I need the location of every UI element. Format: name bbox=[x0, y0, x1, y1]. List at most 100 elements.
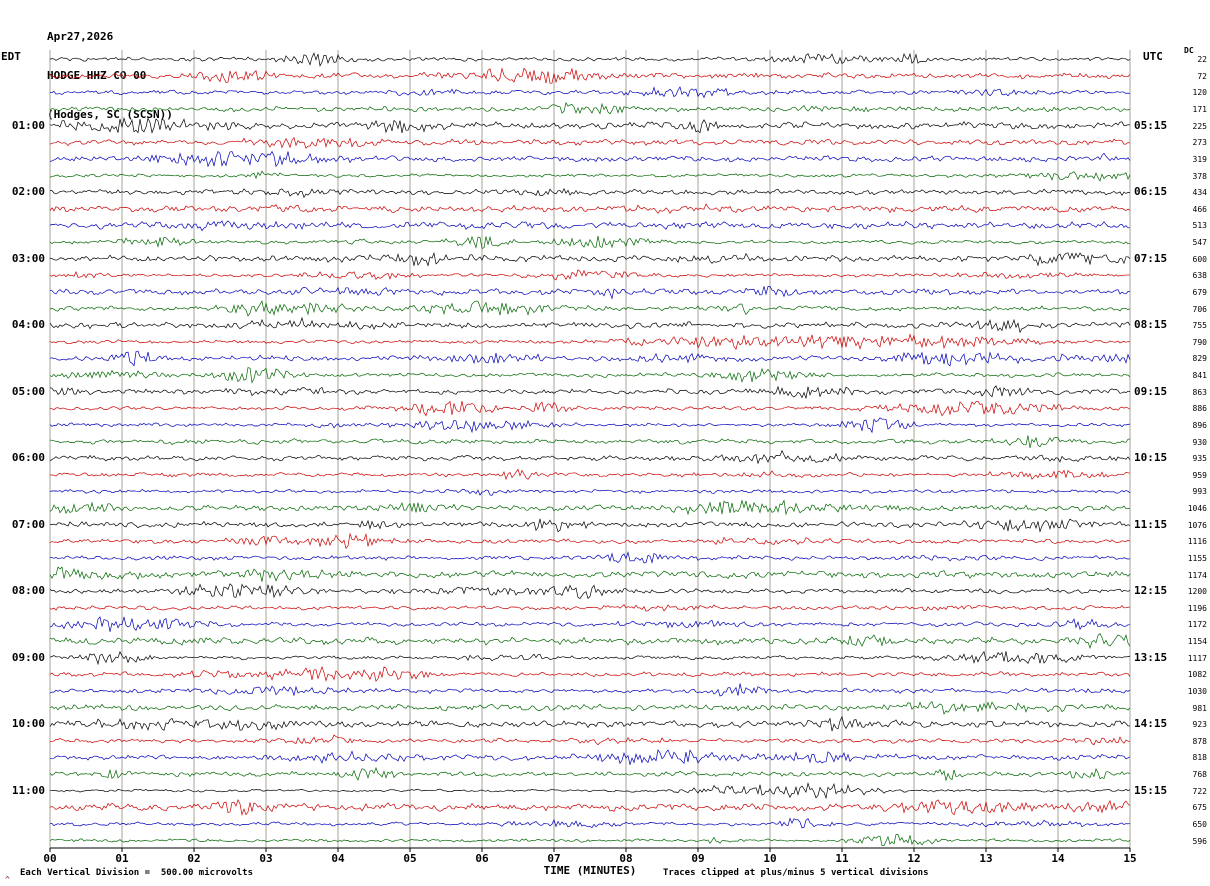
dc-offset-value: 1076 bbox=[1187, 520, 1207, 530]
dc-offset-value: 993 bbox=[1192, 487, 1207, 497]
x-tick-label: 00 bbox=[43, 852, 57, 865]
dc-offset-value: 596 bbox=[1192, 836, 1207, 846]
dc-offset-value: 755 bbox=[1192, 321, 1207, 331]
dc-offset-value: 1082 bbox=[1187, 670, 1207, 680]
dc-offset-value: 1030 bbox=[1187, 686, 1207, 696]
trace-row-1 bbox=[49, 67, 1131, 84]
trace-row-3 bbox=[49, 101, 1131, 115]
dc-offset-value: 273 bbox=[1192, 138, 1207, 148]
dc-offset-value: 886 bbox=[1192, 404, 1207, 414]
dc-offset-value: 930 bbox=[1192, 437, 1207, 447]
dc-offset-value: 513 bbox=[1192, 221, 1207, 231]
x-tick-label: 10 bbox=[763, 852, 777, 865]
dc-offset-value: 1172 bbox=[1187, 620, 1207, 630]
trace-row-44 bbox=[49, 781, 1131, 800]
trace-row-39 bbox=[49, 700, 1131, 715]
dc-offset-value: 878 bbox=[1192, 736, 1207, 746]
dc-offset-value: 1117 bbox=[1187, 653, 1207, 663]
trace-rows bbox=[49, 52, 1131, 846]
dc-offset-value: 1154 bbox=[1187, 637, 1207, 647]
trace-row-38 bbox=[49, 683, 1131, 697]
trace-row-45 bbox=[49, 798, 1131, 817]
edt-hour-label: 06:00 bbox=[11, 451, 45, 465]
dc-offset-value: 1116 bbox=[1187, 537, 1207, 547]
dc-offset-value: 1200 bbox=[1187, 587, 1207, 597]
trace-row-5 bbox=[49, 136, 1131, 149]
utc-hour-label: 10:15 bbox=[1134, 451, 1168, 465]
edt-hour-label: 08:00 bbox=[11, 584, 45, 598]
x-axis bbox=[49, 847, 1131, 852]
trace-row-40 bbox=[49, 715, 1131, 732]
utc-hour-label: 07:15 bbox=[1134, 251, 1168, 265]
header-date: Apr27,2026 bbox=[47, 30, 114, 43]
dc-offset-value: 1174 bbox=[1187, 570, 1207, 580]
utc-hour-label: 12:15 bbox=[1134, 584, 1168, 598]
dc-offset-value: 863 bbox=[1192, 387, 1207, 397]
trace-row-46 bbox=[49, 817, 1131, 829]
dc-offset-value: 923 bbox=[1192, 720, 1207, 730]
edt-hour-label: 05:00 bbox=[11, 384, 45, 398]
edt-hour-label: 03:00 bbox=[11, 251, 45, 265]
dc-offset-value: 600 bbox=[1192, 254, 1207, 264]
dc-offset-value: 959 bbox=[1192, 470, 1207, 480]
edt-hour-label: 10:00 bbox=[11, 717, 45, 731]
x-tick-label: 03 bbox=[259, 852, 273, 865]
dc-offset-value: 935 bbox=[1192, 454, 1207, 464]
trace-row-7 bbox=[49, 170, 1131, 182]
header-location: (Hodges, SC (SCSN)) bbox=[47, 108, 173, 121]
trace-row-4 bbox=[49, 116, 1131, 134]
utc-hour-label: 15:15 bbox=[1134, 783, 1168, 797]
x-tick-label: 14 bbox=[1051, 852, 1065, 865]
edt-hour-label: 02:00 bbox=[11, 185, 45, 199]
trace-row-21 bbox=[49, 400, 1131, 417]
dc-offset-value: 378 bbox=[1192, 171, 1207, 181]
x-tick-label: 05 bbox=[403, 852, 417, 865]
edt-hour-label: 07:00 bbox=[11, 517, 45, 531]
dc-offset-value: 679 bbox=[1192, 287, 1207, 297]
dc-offset-value: 706 bbox=[1192, 304, 1207, 314]
dc-offset-value: 638 bbox=[1192, 271, 1207, 281]
trace-row-24 bbox=[49, 449, 1131, 465]
trace-row-26 bbox=[49, 488, 1131, 496]
trace-row-2 bbox=[49, 86, 1131, 99]
edt-hour-label: 09:00 bbox=[11, 650, 45, 664]
dc-offset-value: 981 bbox=[1192, 703, 1207, 713]
utc-hour-label: 08:15 bbox=[1134, 318, 1168, 332]
trace-row-11 bbox=[49, 235, 1131, 249]
dc-offset-value: 650 bbox=[1192, 819, 1207, 829]
dc-offset-value: 1196 bbox=[1187, 603, 1207, 613]
trace-row-42 bbox=[50, 749, 1131, 765]
dc-offset-value: 120 bbox=[1192, 88, 1207, 98]
trace-row-27 bbox=[49, 499, 1131, 516]
edt-hour-label: 01:00 bbox=[11, 118, 45, 132]
dc-offset-value: 1046 bbox=[1187, 504, 1207, 514]
trace-row-23 bbox=[49, 435, 1131, 448]
trace-row-29 bbox=[49, 532, 1131, 550]
x-tick-label: 13 bbox=[979, 852, 993, 865]
dc-offset-value: 171 bbox=[1192, 105, 1207, 115]
dc-offset-value: 790 bbox=[1192, 337, 1207, 347]
utc-hour-label: 13:15 bbox=[1134, 650, 1168, 664]
dc-offset-value: 829 bbox=[1192, 354, 1207, 364]
dc-offset-value: 768 bbox=[1192, 770, 1207, 780]
x-tick-label: 01 bbox=[115, 852, 129, 865]
trace-row-36 bbox=[49, 650, 1131, 666]
trace-row-16 bbox=[49, 316, 1131, 334]
trace-row-17 bbox=[49, 333, 1131, 351]
trace-row-0 bbox=[49, 52, 1131, 67]
dc-offset-value: 72 bbox=[1197, 71, 1207, 81]
trace-row-14 bbox=[49, 286, 1131, 300]
dc-offset-value: 466 bbox=[1192, 204, 1207, 214]
x-tick-label: 15 bbox=[1123, 852, 1137, 865]
trace-row-31 bbox=[49, 566, 1131, 582]
dc-offset-value: 675 bbox=[1192, 803, 1207, 813]
trace-row-47 bbox=[49, 834, 1131, 846]
utc-hour-label: 06:15 bbox=[1134, 185, 1168, 199]
utc-hour-label: 14:15 bbox=[1134, 717, 1168, 731]
footer-clip-note: Traces clipped at plus/minus 5 vertical … bbox=[663, 868, 929, 878]
trace-row-6 bbox=[49, 150, 1131, 168]
x-tick-label: 12 bbox=[907, 852, 921, 865]
x-tick-label: 09 bbox=[691, 852, 705, 865]
x-tick-label: 11 bbox=[835, 852, 849, 865]
